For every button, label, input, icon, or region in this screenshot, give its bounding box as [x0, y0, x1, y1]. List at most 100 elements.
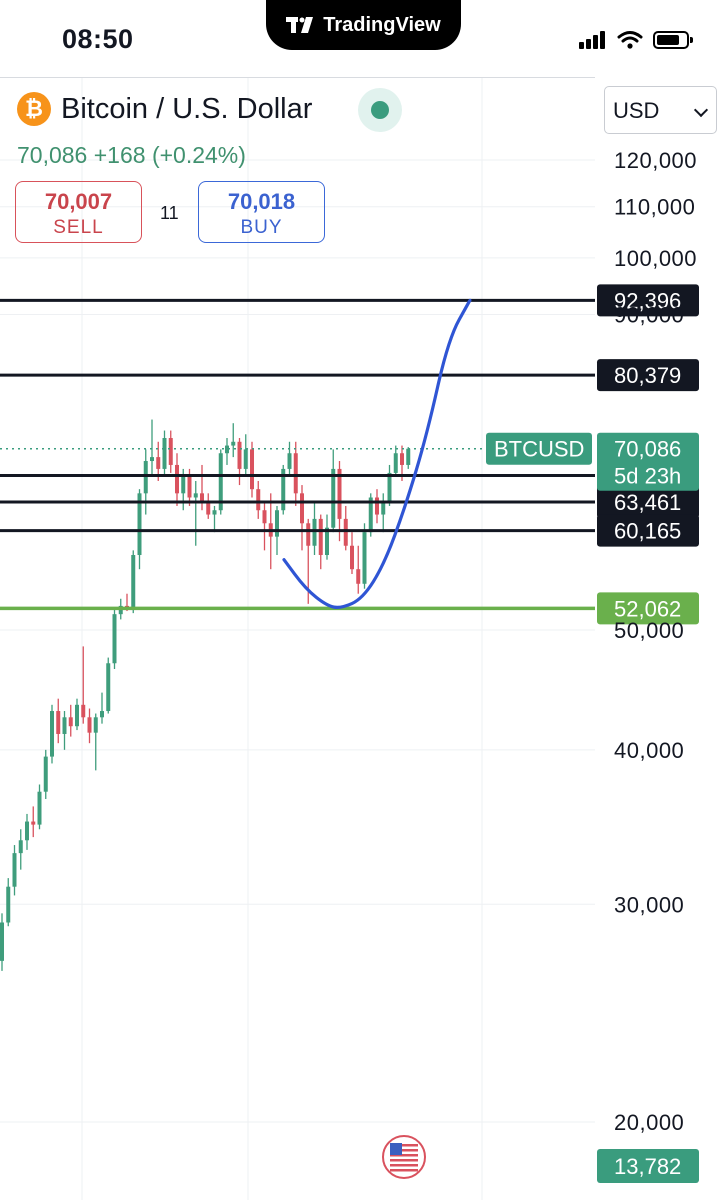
symbol-header[interactable]: ₿ Bitcoin / U.S. Dollar	[17, 92, 312, 126]
candle	[375, 489, 379, 524]
current-price-label: 70,086	[614, 437, 681, 462]
candle-body	[256, 489, 261, 511]
candle	[193, 480, 198, 546]
projection-curve-layer	[282, 298, 472, 609]
sell-label: SELL	[53, 217, 104, 238]
candle	[325, 514, 329, 560]
candle	[362, 523, 367, 589]
buy-button[interactable]: 70,018 BUY	[198, 181, 325, 243]
flag-stripe	[390, 1154, 418, 1157]
y-tick-label: 100,000	[614, 246, 697, 271]
candle	[12, 845, 17, 896]
candle-body	[312, 518, 317, 546]
candle	[318, 514, 323, 570]
candle	[218, 449, 223, 515]
chart-extras	[382, 1135, 426, 1179]
candle-body	[218, 453, 223, 511]
candle-body	[243, 449, 248, 469]
candle-body	[343, 518, 348, 546]
candle-body	[375, 497, 379, 515]
candle-body	[143, 461, 148, 494]
candle	[143, 449, 148, 515]
candle	[287, 441, 292, 477]
y-tick-label: 90,000	[614, 302, 684, 327]
chevron-down-icon	[693, 102, 709, 118]
bottom-price-label: 13,782	[614, 1154, 681, 1179]
candle-body	[231, 441, 236, 446]
candle	[25, 813, 29, 850]
market-status-icon[interactable]	[358, 88, 402, 132]
cellular-signal-icon	[579, 31, 607, 49]
countdown-label: 5d 23h	[614, 464, 681, 489]
level-tag-label: 92,396	[614, 288, 681, 313]
candle-body	[50, 711, 54, 757]
candle-body	[162, 438, 167, 469]
flag-stripe	[390, 1149, 418, 1152]
candle	[162, 430, 167, 477]
last-price: 70,086	[17, 142, 88, 168]
flag-stripe	[390, 1159, 418, 1162]
y-tick-label: 30,000	[614, 892, 684, 917]
candle-body	[200, 493, 204, 502]
y-tick-label: 40,000	[614, 738, 684, 763]
projection-curve	[282, 298, 472, 609]
candle-body	[68, 717, 73, 727]
sell-button[interactable]: 70,007 SELL	[15, 181, 142, 243]
flag-stripe	[390, 1144, 418, 1147]
level-tag	[597, 514, 699, 547]
candle-body	[37, 791, 42, 825]
us-flag-icon	[382, 1135, 426, 1179]
status-icons	[579, 30, 693, 50]
divider	[0, 77, 595, 78]
candle-body	[237, 441, 242, 469]
candle-body	[331, 468, 336, 528]
candle	[343, 505, 348, 551]
candle	[250, 441, 254, 498]
candle-body	[87, 717, 92, 733]
battery-icon	[653, 31, 693, 49]
candle	[225, 438, 229, 465]
candle-body	[168, 438, 173, 465]
wifi-icon	[617, 31, 643, 49]
current-price-tag	[597, 432, 699, 491]
candle	[231, 423, 236, 458]
candle-body	[93, 717, 98, 733]
candle-body	[131, 555, 136, 611]
candle	[256, 480, 261, 519]
candle-body	[387, 472, 392, 502]
level-tag	[597, 486, 699, 519]
candle	[150, 419, 154, 477]
buy-label: BUY	[240, 217, 283, 238]
candle	[50, 704, 54, 764]
candle-body	[350, 545, 354, 570]
candle	[81, 646, 86, 724]
candle-body	[362, 532, 367, 584]
change-percent: (+0.24%)	[151, 142, 246, 168]
candle-body	[337, 468, 342, 519]
candle-body	[56, 711, 61, 734]
flag-stripe	[390, 1164, 418, 1167]
candle-body	[275, 510, 279, 537]
candle-body	[18, 840, 23, 854]
candle	[37, 784, 42, 830]
candle-body	[81, 704, 86, 718]
status-time: 08:50	[62, 24, 134, 54]
candle-body	[318, 518, 323, 556]
candle	[93, 713, 98, 771]
candle-body	[206, 501, 211, 515]
candle	[243, 434, 248, 477]
level-tag-label: 60,165	[614, 519, 681, 544]
currency-select[interactable]: USD	[604, 86, 717, 134]
candle-body	[306, 523, 311, 546]
candle-body	[400, 453, 404, 465]
candle-body	[6, 886, 11, 923]
candle-body	[100, 711, 104, 718]
candle-body	[368, 497, 373, 533]
candle-body	[262, 510, 267, 524]
candle-body	[12, 853, 17, 887]
candle-body	[181, 476, 186, 494]
candle	[237, 438, 242, 486]
candle	[381, 493, 386, 533]
candle	[0, 913, 4, 971]
